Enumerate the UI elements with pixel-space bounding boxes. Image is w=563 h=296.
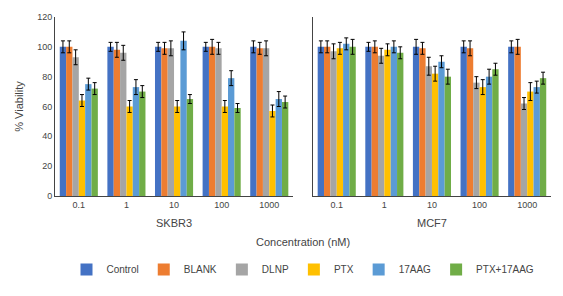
svg-text:BLANK: BLANK — [184, 264, 217, 275]
svg-text:Control: Control — [107, 264, 139, 275]
svg-text:0.1: 0.1 — [73, 200, 86, 210]
svg-text:120: 120 — [37, 12, 52, 22]
svg-text:10: 10 — [169, 200, 179, 210]
svg-text:MCF7: MCF7 — [417, 217, 447, 229]
svg-text:PTX+17AAG: PTX+17AAG — [476, 264, 534, 275]
svg-text:% Viability: % Viability — [13, 81, 25, 132]
svg-text:PTX: PTX — [334, 264, 354, 275]
svg-text:17AAG: 17AAG — [399, 264, 431, 275]
svg-text:SKBR3: SKBR3 — [156, 217, 192, 229]
svg-text:1000: 1000 — [517, 200, 537, 210]
svg-text:40: 40 — [42, 131, 52, 141]
svg-text:0.1: 0.1 — [330, 200, 343, 210]
svg-text:100: 100 — [472, 200, 487, 210]
svg-text:20: 20 — [42, 161, 52, 171]
svg-text:80: 80 — [42, 72, 52, 82]
svg-text:100: 100 — [214, 200, 229, 210]
svg-text:DLNP: DLNP — [262, 264, 289, 275]
svg-text:1: 1 — [382, 200, 387, 210]
svg-text:100: 100 — [37, 42, 52, 52]
svg-text:60: 60 — [42, 102, 52, 112]
svg-text:Concentration (nM): Concentration (nM) — [256, 236, 350, 248]
svg-text:1000: 1000 — [259, 200, 279, 210]
svg-text:0: 0 — [47, 191, 52, 201]
svg-text:1: 1 — [124, 200, 129, 210]
svg-text:10: 10 — [427, 200, 437, 210]
